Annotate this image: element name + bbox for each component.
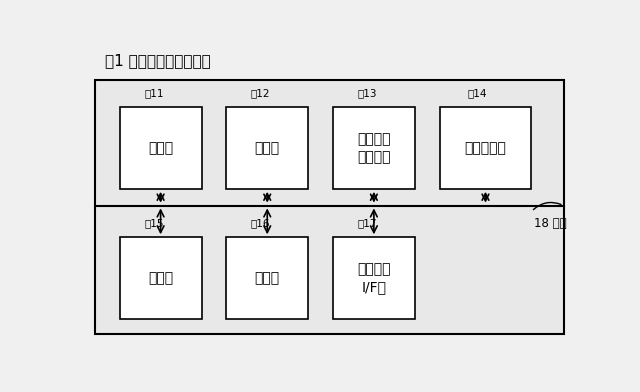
Text: 通信制御部: 通信制御部 <box>465 141 506 155</box>
Bar <box>333 237 415 319</box>
Text: 周辺機器
I/F部: 周辺機器 I/F部 <box>357 262 390 294</box>
Text: ～13: ～13 <box>358 88 377 98</box>
Bar <box>120 107 202 189</box>
Text: ～11: ～11 <box>144 88 164 98</box>
Text: 表示部: 表示部 <box>255 271 280 285</box>
Text: ～16: ～16 <box>251 218 270 228</box>
Text: ～17: ～17 <box>358 218 377 228</box>
Bar <box>227 107 308 189</box>
Text: ～14: ～14 <box>467 88 486 98</box>
Text: 18 バス: 18 バス <box>534 217 566 230</box>
Bar <box>227 237 308 319</box>
Bar <box>440 107 531 189</box>
Text: メディア
入出力部: メディア 入出力部 <box>357 132 390 164</box>
Text: ～12: ～12 <box>251 88 270 98</box>
Text: 入力部: 入力部 <box>148 271 173 285</box>
Text: ～1 奈行き制作支援装置: ～1 奈行き制作支援装置 <box>105 53 211 68</box>
Text: ～15: ～15 <box>144 218 164 228</box>
Text: 制御部: 制御部 <box>148 141 173 155</box>
Text: 記憶部: 記憶部 <box>255 141 280 155</box>
Bar <box>120 237 202 319</box>
Bar <box>95 80 564 334</box>
Bar <box>333 107 415 189</box>
